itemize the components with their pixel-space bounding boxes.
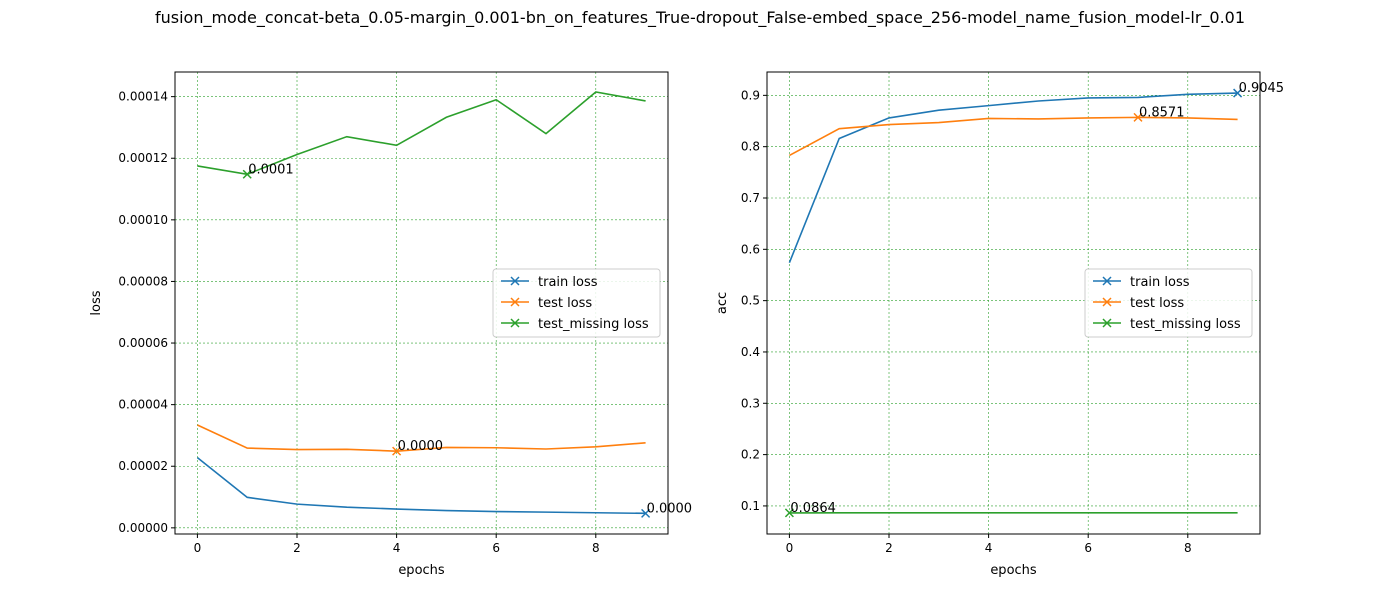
y-axis-label: acc — [715, 292, 730, 314]
x-axis-label: epochs — [398, 563, 445, 578]
y-tick-label-7: 0.00014 — [118, 90, 168, 104]
y-tick-label-0: 0.1 — [741, 499, 760, 513]
legend-box — [1084, 268, 1253, 338]
data-label-2: 0.0864 — [790, 501, 836, 516]
series-line-2 — [197, 91, 646, 176]
x-tick-label-3: 6 — [492, 541, 500, 555]
plot-frame — [174, 71, 669, 535]
series-line-0 — [788, 92, 1238, 263]
legend-label-0: train loss — [538, 275, 598, 290]
data-label-2: 0.0001 — [248, 162, 294, 177]
y-tick-label-1: 0.2 — [741, 448, 760, 462]
y-tick-label-4: 0.5 — [741, 294, 760, 308]
x-tick-label-4: 8 — [1184, 541, 1192, 555]
series-marker-1 — [392, 446, 402, 456]
x-axis-label: epochs — [990, 563, 1037, 578]
series-marker-1 — [1133, 112, 1143, 122]
x-tick-label-1: 2 — [293, 541, 301, 555]
series-line-1 — [789, 116, 1238, 157]
y-tick-label-6: 0.00012 — [118, 151, 168, 165]
x-tick-label-0: 0 — [786, 541, 794, 555]
legend-label-1: test loss — [538, 296, 592, 311]
y-tick-label-2: 0.3 — [741, 396, 760, 410]
y-tick-label-1: 0.00002 — [118, 459, 168, 473]
y-tick-label-2: 0.00004 — [118, 398, 168, 412]
y-tick-label-8: 0.9 — [741, 88, 760, 102]
legend-label-2: test_missing loss — [1130, 317, 1241, 332]
legend-label-0: train loss — [1130, 275, 1190, 290]
series-marker-2 — [784, 508, 794, 518]
y-tick-label-7: 0.8 — [741, 140, 760, 154]
legend-box — [492, 268, 661, 338]
data-label-1: 0.8571 — [1139, 105, 1185, 120]
x-tick-label-2: 4 — [393, 541, 401, 555]
y-tick-label-5: 0.00010 — [118, 213, 168, 227]
y-tick-label-0: 0.00000 — [118, 521, 168, 535]
y-tick-label-6: 0.7 — [741, 191, 760, 205]
legend-marker-0 — [510, 276, 520, 286]
x-tick-label-2: 4 — [985, 541, 993, 555]
plot-frame — [766, 71, 1261, 535]
figure-title: fusion_mode_concat-beta_0.05-margin_0.00… — [154, 8, 1246, 27]
x-tick-label-4: 8 — [592, 541, 600, 555]
data-label-0: 0.9045 — [1239, 81, 1285, 96]
x-tick-label-1: 2 — [885, 541, 893, 555]
legend-marker-2 — [510, 318, 520, 328]
series-marker-2 — [242, 169, 252, 179]
x-tick-label-3: 6 — [1084, 541, 1092, 555]
legend-marker-2 — [1102, 318, 1112, 328]
series-line-0 — [196, 456, 646, 515]
legend-label-2: test_missing loss — [538, 317, 649, 332]
legend-marker-1 — [510, 297, 520, 307]
y-axis-label: loss — [89, 290, 104, 315]
y-tick-label-4: 0.00008 — [118, 274, 168, 288]
x-tick-label-0: 0 — [194, 541, 202, 555]
series-line-1 — [197, 424, 646, 452]
data-label-0: 0.0000 — [647, 501, 693, 516]
chart-loss: 0.00000.00000.00010 2 4 6 80.000000.000020.0… — [89, 71, 693, 578]
y-tick-label-3: 0.4 — [741, 345, 760, 359]
legend-label-1: test loss — [1130, 296, 1184, 311]
legend-marker-0 — [1102, 276, 1112, 286]
chart-acc: 0.9045 0.8571 0.0864 0 2 4 6 8 0.1 0.2 0.3 0.4 0.5 0.… — [715, 71, 1285, 578]
series-marker-0 — [1233, 88, 1243, 98]
y-tick-label-5: 0.6 — [741, 242, 760, 256]
legend-marker-1 — [1102, 297, 1112, 307]
data-label-1: 0.0000 — [398, 439, 444, 454]
y-tick-label-3: 0.00006 — [118, 336, 168, 350]
series-marker-0 — [641, 508, 651, 518]
